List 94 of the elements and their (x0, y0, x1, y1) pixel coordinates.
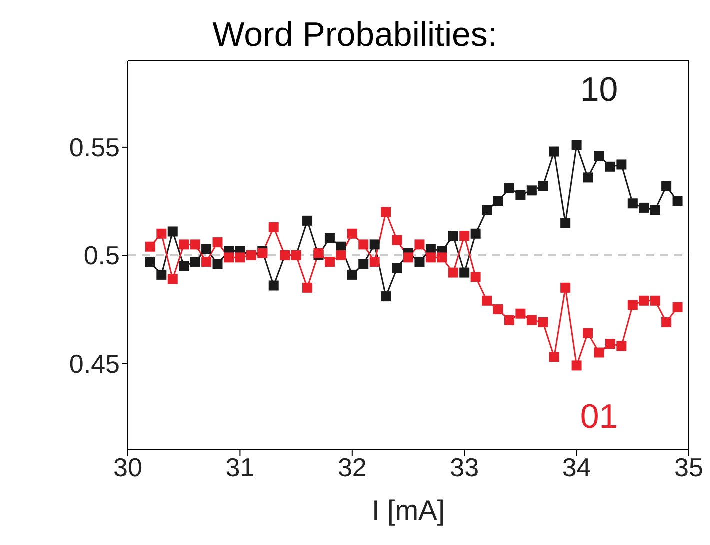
point (404, 252, 414, 263)
point (448, 231, 458, 242)
point (516, 308, 526, 319)
point (594, 348, 604, 358)
point (470, 272, 481, 282)
point (370, 256, 380, 267)
point (605, 162, 616, 172)
point (639, 202, 650, 213)
point (224, 252, 234, 263)
point (504, 184, 514, 194)
point (470, 228, 481, 239)
point (583, 328, 594, 338)
x-tick-label: 32 (338, 452, 367, 482)
point (516, 190, 526, 200)
point (314, 248, 324, 258)
point (302, 282, 313, 293)
point (538, 181, 548, 192)
x-tick-label: 35 (674, 452, 704, 482)
point (526, 186, 537, 196)
point (145, 256, 156, 267)
point (168, 226, 178, 237)
point (460, 268, 470, 278)
x-axis-title: I [mA] (372, 495, 446, 526)
point (605, 339, 616, 350)
point (572, 140, 582, 150)
point (538, 317, 548, 328)
point (504, 315, 514, 326)
point (156, 228, 167, 239)
point (381, 207, 392, 218)
point (549, 146, 560, 157)
point (202, 256, 212, 267)
point (482, 205, 492, 216)
point (235, 252, 246, 263)
point (560, 218, 571, 228)
point (662, 181, 672, 192)
point (336, 250, 346, 260)
point (268, 222, 279, 232)
point (560, 282, 571, 293)
point (381, 292, 392, 302)
point (156, 270, 167, 280)
point (414, 256, 425, 267)
y-tick-label: 0.55 (69, 132, 120, 163)
point (460, 231, 470, 242)
point (616, 341, 627, 352)
point (190, 256, 200, 267)
point (392, 235, 402, 246)
point (650, 205, 660, 216)
chart-title: Word Probabilities: (212, 16, 498, 55)
point (347, 228, 358, 239)
point (212, 238, 223, 248)
point (268, 280, 279, 291)
point (145, 242, 156, 252)
point (426, 252, 436, 263)
point (583, 172, 594, 183)
point (549, 352, 560, 362)
y-tick-label: 0.45 (69, 348, 120, 379)
point (572, 360, 582, 371)
point (179, 261, 190, 272)
point (482, 296, 492, 306)
point (347, 270, 358, 280)
point (628, 300, 638, 310)
point (493, 304, 504, 315)
point (493, 196, 504, 206)
point (392, 263, 402, 274)
y-tick-label: 0.5 (84, 240, 120, 271)
point (190, 240, 200, 250)
x-tick-label: 33 (450, 452, 480, 482)
point (662, 317, 672, 328)
series-label: 10 (580, 71, 618, 110)
point (302, 216, 313, 226)
x-tick-label: 31 (226, 452, 255, 482)
x-tick-label: 30 (114, 452, 142, 482)
point (594, 151, 604, 162)
point (437, 252, 448, 263)
point (639, 296, 650, 306)
point (358, 259, 369, 270)
point (168, 274, 178, 284)
series-label: 01 (580, 398, 618, 436)
point (448, 268, 458, 278)
point (179, 240, 190, 250)
point (324, 233, 335, 244)
x-tick-label: 34 (562, 452, 592, 482)
point (358, 240, 369, 250)
point (212, 259, 223, 270)
point (628, 198, 638, 209)
point (672, 302, 683, 312)
point (202, 244, 212, 254)
point (324, 256, 335, 267)
point (672, 196, 683, 206)
point (616, 160, 627, 170)
point (526, 315, 537, 326)
point (370, 240, 380, 250)
point (650, 296, 660, 306)
point (414, 240, 425, 250)
